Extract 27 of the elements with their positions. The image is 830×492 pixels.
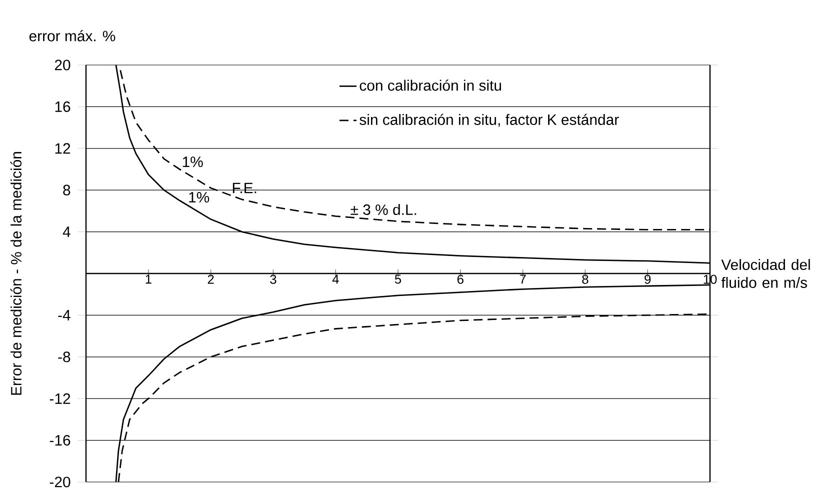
y-tick-label: 4 [62,226,70,237]
annotation: 1% [189,192,210,202]
y-tick-label: -8 [58,352,70,362]
annotation: ± 3 % d.L. [350,204,416,215]
y-tick-label: 20 [54,60,70,70]
legend-label: con calibración in situ [360,80,502,91]
y-tick-label: 12 [55,143,70,154]
y-axis-title: Error de medición - % de la medición [10,152,22,395]
y-tick-label: -4 [58,310,70,320]
x-tick-label: 6 [457,274,464,284]
y-tick-label: -20 [50,476,70,488]
x-tick-label: 1 [146,274,152,284]
y-tick-label: -12 [50,393,70,404]
x-tick-label: 9 [644,274,651,284]
annotation: 1% [182,156,203,168]
x-tick-label: 2 [208,274,214,284]
legend-label: sin calibración in situ, factor K estándar [360,114,619,127]
x-tick-label: 3 [270,274,276,284]
chart-title: error máx. % [29,30,116,42]
y-tick-label: 16 [55,101,70,112]
y-tick-label: -16 [50,435,70,446]
x-axis-title: Velocidad del fluido en m/s [721,259,810,288]
x-tick-label: 5 [394,274,402,284]
x-tick-label: 8 [582,274,588,284]
x-tick-label: 4 [332,274,339,284]
y-tick-label: 8 [63,184,70,196]
x-tick-label: 7 [520,274,526,284]
